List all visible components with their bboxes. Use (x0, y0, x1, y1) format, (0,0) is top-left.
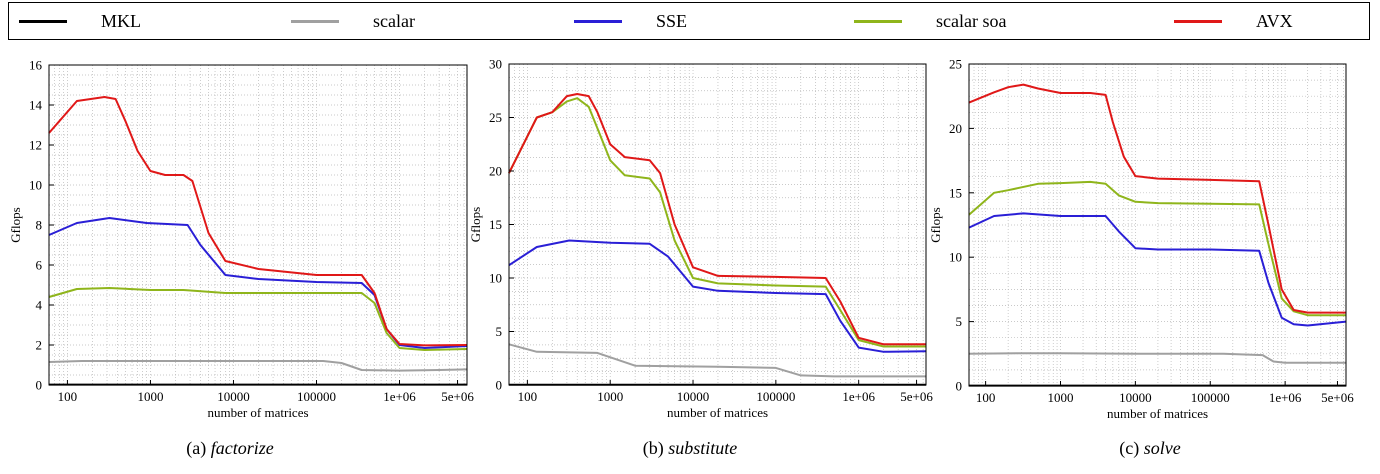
legend-swatch-scalar (291, 19, 339, 23)
y-tick-label: 2 (36, 338, 43, 353)
chart-1: 100 1000 10000 100000 1e+06 5e+06 0 2 4 6 8 10 12 14 1… (8, 58, 474, 421)
x-tick-label: 100000 (297, 389, 336, 404)
series-line-scalar-soa (968, 180, 1346, 317)
y-tick-label: 8 (36, 218, 43, 233)
series-line-scalar (508, 343, 926, 378)
series-line-sse (968, 212, 1347, 327)
legend-item-sse: SSE (574, 3, 687, 39)
x-tick-label: 100 (518, 389, 538, 404)
x-tick-label: 10000 (1119, 390, 1152, 405)
x-tick-label: 1000 (1047, 390, 1073, 405)
caption-b-prefix: (b) (642, 438, 664, 458)
caption-a-prefix: (a) (186, 438, 207, 458)
y-tick-label: 6 (36, 258, 43, 273)
series-line-scalar-soa (48, 287, 468, 351)
y-tick-label: 0 (496, 378, 503, 393)
y-tick-label: 15 (489, 217, 502, 232)
x-tick-label: 1e+06 (842, 389, 875, 404)
x-tick-label: 10000 (217, 389, 250, 404)
x-tick-label: 100000 (1191, 390, 1230, 405)
gridlines (968, 63, 1346, 387)
legend-swatch-mkl (19, 19, 67, 23)
legend: MKL scalar SSE scalar soa AVX (8, 2, 1370, 40)
x-tick-label: 10000 (677, 389, 710, 404)
y-tick-label: 4 (36, 298, 43, 313)
y-tick-label: 25 (949, 57, 962, 72)
x-tick-label: 1000 (597, 389, 623, 404)
series-line-scalar (48, 360, 468, 372)
y-tick-label: 10 (29, 178, 42, 193)
x-tick-label: 100 (976, 390, 996, 405)
y-axis-label: Gflops (8, 207, 23, 242)
x-tick-label: 1e+06 (1269, 390, 1302, 405)
y-tick-label: 0 (956, 379, 963, 394)
series-line-scalar-soa (508, 97, 926, 348)
caption-c: (c) solve (930, 438, 1370, 459)
legend-label-sse: SSE (656, 10, 688, 31)
legend-label-scalar-soa: scalar soa (936, 10, 1007, 31)
gridlines (508, 63, 926, 386)
chart-2: 100 1000 10000 100000 1e+06 5e+06 0 5 10 15 20 25 30… (468, 57, 933, 421)
caption-c-prefix: (c) (1119, 438, 1140, 458)
caption-b-name: substitute (668, 438, 738, 458)
y-tick-label: 10 (949, 250, 962, 265)
chart-3: 100 1000 10000 100000 1e+06 5e+06 0 5 10 15 20 25 nu… (928, 57, 1354, 422)
y-tick-label: 5 (956, 314, 963, 329)
y-tick-label: 10 (489, 271, 502, 286)
y-tick-label: 5 (496, 324, 503, 339)
y-axis-label: Gflops (928, 207, 943, 242)
x-tick-label: 5e+06 (441, 389, 474, 404)
legend-item-mkl: MKL (19, 3, 141, 39)
x-tick-label: 1e+06 (383, 389, 416, 404)
legend-item-scalar-soa: scalar soa (854, 3, 1006, 39)
caption-c-name: solve (1143, 438, 1181, 458)
x-tick-label: 5e+06 (1321, 390, 1354, 405)
series-line-sse (48, 217, 468, 349)
caption-a-name: factorize (210, 438, 274, 458)
y-tick-label: 30 (489, 57, 502, 72)
x-tick-label: 100 (58, 389, 78, 404)
series-line-avx (508, 93, 926, 346)
series-line-scalar (968, 352, 1346, 364)
caption-a: (a) factorize (10, 438, 450, 459)
y-tick-label: 14 (29, 98, 43, 113)
plot-frame (968, 63, 1347, 387)
legend-label-avx: AVX (1256, 10, 1293, 31)
y-tick-label: 12 (29, 138, 42, 153)
legend-label-mkl: MKL (101, 10, 141, 31)
y-axis-label: Gflops (468, 207, 483, 242)
x-tick-label: 1000 (137, 389, 163, 404)
legend-swatch-sse (574, 19, 622, 23)
x-axis-label: number of matrices (207, 405, 308, 420)
series-line-sse (508, 239, 927, 353)
y-tick-label: 20 (949, 121, 962, 136)
x-tick-label: 100000 (756, 389, 795, 404)
y-tick-label: 16 (29, 58, 43, 73)
y-tick-label: 0 (36, 378, 43, 393)
legend-item-scalar: scalar (291, 3, 415, 39)
legend-label-scalar: scalar (373, 10, 415, 31)
series-line-avx (968, 83, 1346, 314)
caption-b: (b) substitute (470, 438, 910, 459)
legend-swatch-scalar-soa (854, 19, 902, 23)
charts-area: 100 1000 10000 100000 1e+06 5e+06024681012141… (8, 57, 1354, 422)
y-tick-label: 20 (489, 164, 502, 179)
x-axis-label: number of matrices (1107, 406, 1208, 421)
x-tick-label: 5e+06 (900, 389, 933, 404)
y-tick-label: 15 (949, 185, 962, 200)
legend-item-avx: AVX (1174, 3, 1293, 39)
gridlines (48, 64, 467, 386)
series-line-avx (48, 96, 468, 347)
legend-swatch-avx (1174, 19, 1222, 23)
plot-frame (48, 64, 468, 386)
y-tick-label: 25 (489, 110, 502, 125)
x-axis-label: number of matrices (667, 405, 768, 420)
